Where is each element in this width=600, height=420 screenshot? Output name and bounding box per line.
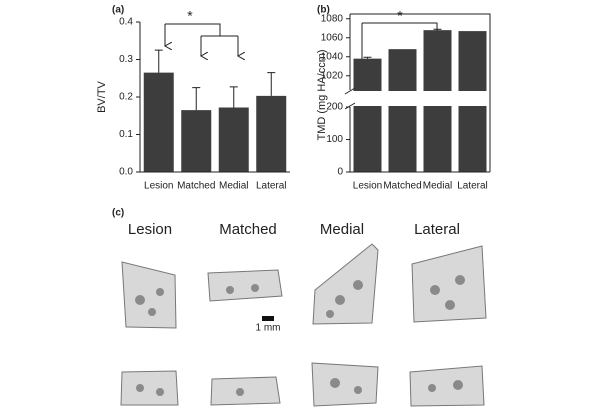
error-bar bbox=[154, 49, 163, 73]
y-tick-label: 0.0 bbox=[119, 167, 133, 178]
y-tick-label: 0.3 bbox=[119, 54, 133, 65]
bar bbox=[181, 110, 212, 172]
error-bar bbox=[267, 72, 276, 96]
y-tick-label: 1020 bbox=[321, 70, 344, 81]
scale-bar-label: 1 mm bbox=[256, 323, 281, 334]
x-tick-label: Lesion bbox=[353, 181, 382, 192]
y-tick-label: 200 bbox=[326, 102, 343, 113]
y-tick-label: 1080 bbox=[321, 13, 344, 24]
bone-images bbox=[120, 243, 487, 407]
y-tick-label: 1040 bbox=[321, 51, 344, 62]
column-title: Lateral bbox=[414, 221, 460, 238]
panel-label: (a) bbox=[112, 5, 124, 16]
axis-break-mark bbox=[344, 87, 356, 110]
bar bbox=[256, 95, 287, 172]
error-bar bbox=[192, 87, 201, 111]
x-tick-label: Medial bbox=[219, 181, 248, 192]
bar bbox=[218, 107, 249, 172]
x-tick-label: Matched bbox=[177, 181, 215, 192]
y-tick-label: 0.2 bbox=[119, 92, 133, 103]
column-title: Medial bbox=[320, 221, 364, 238]
bar bbox=[353, 58, 382, 172]
y-tick-label: 100 bbox=[326, 134, 343, 145]
bar bbox=[143, 72, 174, 172]
x-tick-label: Medial bbox=[423, 181, 452, 192]
y-axis-title: TMD (mg HA/ccm) bbox=[316, 49, 328, 140]
column-title: Lesion bbox=[128, 221, 172, 238]
annotation: * bbox=[187, 8, 193, 24]
bar bbox=[388, 49, 417, 172]
x-tick-label: Lateral bbox=[457, 181, 488, 192]
x-tick-label: Lesion bbox=[144, 181, 173, 192]
panel-label: (c) bbox=[112, 208, 124, 219]
panel-label: (b) bbox=[317, 5, 330, 16]
error-bar bbox=[363, 56, 372, 59]
y-tick-label: 0.4 bbox=[119, 17, 133, 28]
x-tick-label: Lateral bbox=[256, 181, 287, 192]
column-title: Matched bbox=[219, 221, 277, 238]
y-tick-label: 0.1 bbox=[119, 129, 133, 140]
y-tick-label: 1060 bbox=[321, 32, 344, 43]
error-bar bbox=[433, 28, 442, 31]
axis-break-gap bbox=[348, 91, 492, 106]
annotation: * bbox=[397, 8, 403, 24]
y-tick-label: 0 bbox=[337, 167, 343, 178]
y-axis-title: BV/TV bbox=[96, 80, 108, 112]
x-tick-label: Matched bbox=[383, 181, 421, 192]
error-bar bbox=[229, 86, 238, 108]
